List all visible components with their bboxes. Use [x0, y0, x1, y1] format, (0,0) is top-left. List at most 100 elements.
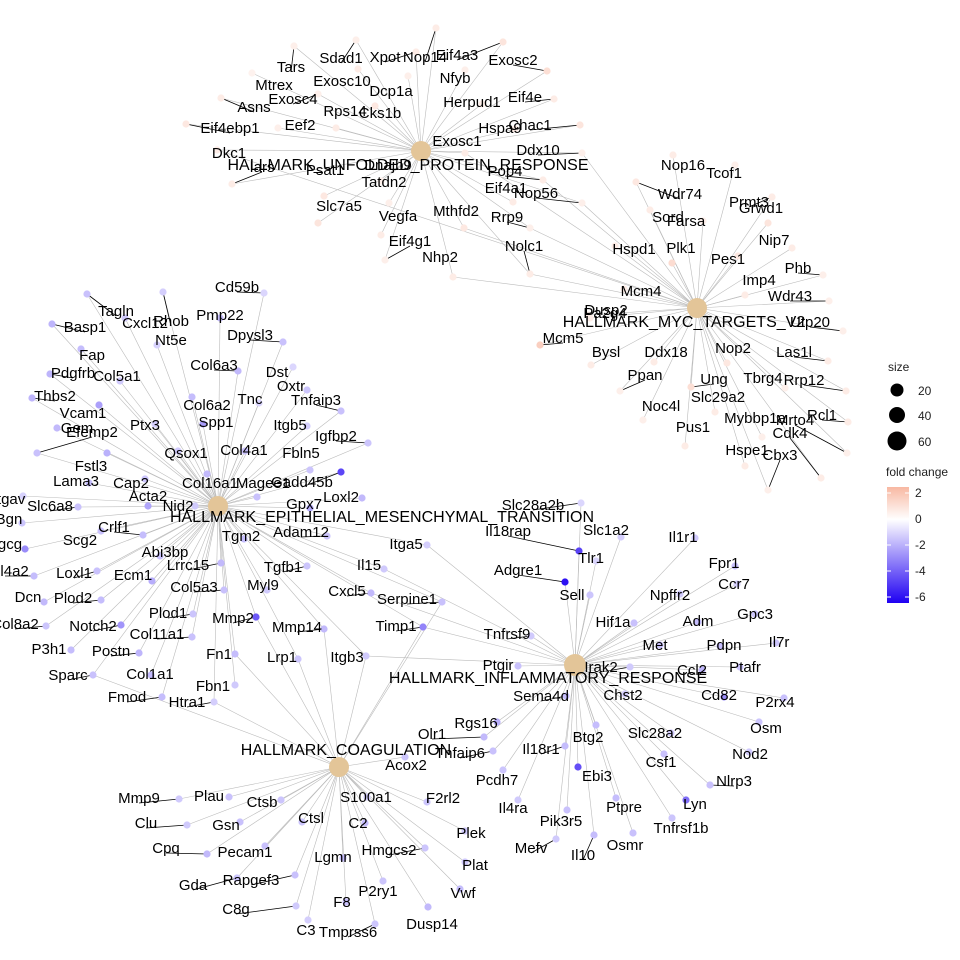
gene-node-plau[interactable]	[225, 793, 233, 801]
gene-node-vegfa[interactable]	[377, 231, 385, 239]
gene-node-cd59b[interactable]	[260, 289, 268, 297]
gene-node-olr1[interactable]	[480, 733, 488, 741]
gene-node-psat1[interactable]	[320, 192, 328, 200]
gene-node-exosc1[interactable]	[461, 149, 469, 157]
gene-node-ecm1[interactable]	[148, 577, 156, 585]
gene-node-qsox1[interactable]	[174, 447, 182, 455]
gene-node-slc29a2[interactable]	[711, 408, 719, 416]
gene-node-tatdn2[interactable]	[385, 199, 393, 207]
gene-node-adm[interactable]	[694, 618, 702, 626]
gene-node-il1r1[interactable]	[691, 534, 699, 542]
gene-node-slc7a5[interactable]	[314, 219, 322, 227]
gene-node-nod2[interactable]	[745, 748, 753, 756]
gene-node-utp20[interactable]	[839, 327, 847, 335]
gene-node-f2rl2[interactable]	[423, 798, 431, 806]
gene-node-tbrg4[interactable]	[781, 384, 789, 392]
gene-node-cd82[interactable]	[720, 693, 728, 701]
gene-node-bysl[interactable]	[587, 361, 595, 369]
gene-node-col11a1[interactable]	[188, 633, 196, 641]
gene-node-abi3bp[interactable]	[156, 552, 164, 560]
gene-node-crlf1[interactable]	[139, 531, 147, 539]
gene-node-eif4e[interactable]	[550, 95, 558, 103]
gene-node-nhp2[interactable]	[449, 273, 457, 281]
gene-node-nop2[interactable]	[723, 359, 731, 367]
gene-node-sell[interactable]	[586, 591, 594, 599]
gene-node-fmod[interactable]	[158, 693, 166, 701]
gene-node-grwd1[interactable]	[764, 219, 772, 227]
gene-node-notch2[interactable]	[117, 621, 125, 629]
gene-node-mmp2[interactable]	[252, 613, 260, 621]
gene-node-asns[interactable]	[217, 94, 225, 102]
gene-node-eif4a1[interactable]	[509, 198, 517, 206]
gene-node-tcof1[interactable]	[731, 161, 739, 169]
gene-node-slc6a8[interactable]	[74, 503, 82, 511]
gene-node-timp1[interactable]	[419, 623, 427, 631]
gene-node-dnajb9[interactable]	[377, 177, 385, 185]
gene-node-ddx18[interactable]	[650, 358, 658, 366]
gene-node-fbln5[interactable]	[306, 466, 314, 474]
gene-node-irak2[interactable]	[626, 663, 634, 671]
gene-node-dusp14[interactable]	[424, 903, 432, 911]
gene-node-fap[interactable]	[77, 345, 85, 353]
gene-node-gda[interactable]	[233, 874, 241, 882]
gene-node-rhob[interactable]	[159, 288, 167, 296]
gene-node-rcl1[interactable]	[844, 418, 852, 426]
gene-node-pa2g4[interactable]	[584, 311, 592, 319]
gene-node-nop16[interactable]	[669, 151, 677, 159]
gene-node-cbx3[interactable]	[764, 486, 772, 494]
gene-node-gpc3[interactable]	[751, 610, 759, 618]
gene-node-plod2[interactable]	[97, 596, 105, 604]
gene-node-cdk4[interactable]	[817, 474, 825, 482]
gene-node-fstl3[interactable]	[103, 449, 111, 457]
gene-node-htra1[interactable]	[210, 698, 218, 706]
gene-node-fn1[interactable]	[231, 650, 239, 658]
gene-node-mthfd2[interactable]	[460, 224, 468, 232]
gene-node-pcdh7[interactable]	[499, 766, 507, 774]
gene-node-col5a3[interactable]	[220, 586, 228, 594]
gene-node-il18rap[interactable]	[575, 547, 583, 555]
gene-node-slc28a2b[interactable]	[577, 499, 585, 507]
gene-node-pus1[interactable]	[681, 442, 689, 450]
gene-node-lyn[interactable]	[682, 796, 690, 804]
gene-node-tnc[interactable]	[255, 399, 263, 407]
gene-node-eef2[interactable]	[274, 124, 282, 132]
gene-node-mmp14[interactable]	[320, 625, 328, 633]
gene-node-prmt3[interactable]	[768, 193, 776, 201]
gene-node-eif4g1[interactable]	[381, 256, 389, 264]
gene-node-col1a1[interactable]	[147, 671, 155, 679]
gene-node-tgfb1[interactable]	[303, 562, 311, 570]
gene-node-vwf[interactable]	[456, 885, 464, 893]
gene-node-ptafr[interactable]	[736, 663, 744, 671]
gene-node-nid2[interactable]	[191, 502, 199, 510]
gene-node-c2[interactable]	[361, 819, 369, 827]
gene-node-pik3r5[interactable]	[563, 806, 571, 814]
gene-node-sema4d[interactable]	[562, 692, 570, 700]
gene-node-loxl2[interactable]	[358, 494, 366, 502]
gene-node-osm[interactable]	[755, 718, 763, 726]
gene-node-tars[interactable]	[290, 42, 298, 50]
gene-node-las1l[interactable]	[824, 357, 832, 365]
gene-node-nip7[interactable]	[788, 244, 796, 252]
gene-node-efemp2[interactable]	[33, 449, 41, 457]
gene-node-lama3[interactable]	[85, 479, 93, 487]
gene-node-postn[interactable]	[135, 649, 143, 657]
gene-node-nop14[interactable]	[432, 24, 440, 32]
gene-node-ctsl[interactable]	[298, 818, 306, 826]
gene-node-ctsb[interactable]	[277, 796, 285, 804]
gene-node-p2rx4[interactable]	[780, 694, 788, 702]
gene-node-eif4ebp1[interactable]	[182, 120, 190, 128]
gene-node-herpud1[interactable]	[478, 100, 486, 108]
gene-node-gem[interactable]	[53, 424, 61, 432]
gene-node-oxtr[interactable]	[303, 386, 311, 394]
gene-node-tnfaip6[interactable]	[489, 747, 497, 755]
gene-node-adgre1[interactable]	[561, 578, 569, 586]
gene-node-ebi3[interactable]	[574, 763, 582, 771]
gene-node-nlrp3[interactable]	[706, 781, 714, 789]
gene-node-spp1[interactable]	[199, 420, 207, 428]
gene-node-tnfaip3[interactable]	[337, 407, 345, 415]
gene-node-p2ry1[interactable]	[379, 877, 387, 885]
gene-node-rapgef3[interactable]	[291, 871, 299, 879]
gene-node-gadd45b[interactable]	[337, 468, 345, 476]
gene-node-hspd1[interactable]	[611, 242, 619, 250]
gene-node-pmp22[interactable]	[216, 314, 224, 322]
